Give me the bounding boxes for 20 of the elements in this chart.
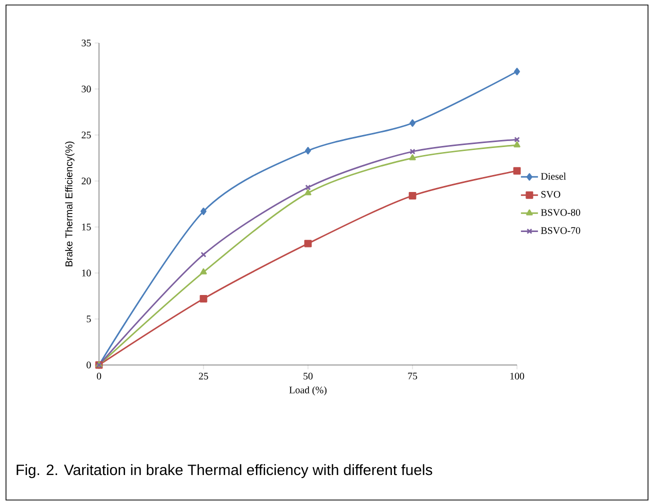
legend-label: SVO [541,191,560,198]
y-tick-label: 0 [86,362,91,368]
y-tick-label: 25 [82,132,91,138]
x-tick-label: 100 [510,372,524,380]
x-tick-label: 75 [408,372,418,380]
y-tick-label: 30 [82,86,91,92]
caption: Fig. 2. Varitation in brake Thermal efficiency with different fuels [16,464,432,478]
x-tick-label: 25 [198,372,208,380]
y-tick-label: 10 [82,270,91,276]
legend-label: BSVO-70 [540,227,580,234]
x-axis-title: Load (%) [289,386,327,396]
y-axis-title: Brake Thermal Efficiency(%) [65,142,74,266]
x-tick-label: 0 [96,372,102,380]
y-tick-label: 20 [82,178,91,184]
y-tick-label: 35 [82,40,91,46]
legend-label: BSVO-80 [540,209,580,216]
y-tick-label: 15 [82,224,91,230]
x-tick-label: 50 [304,372,313,380]
legend-label: Diesel [540,172,566,180]
y-tick-label: 5 [86,316,91,322]
